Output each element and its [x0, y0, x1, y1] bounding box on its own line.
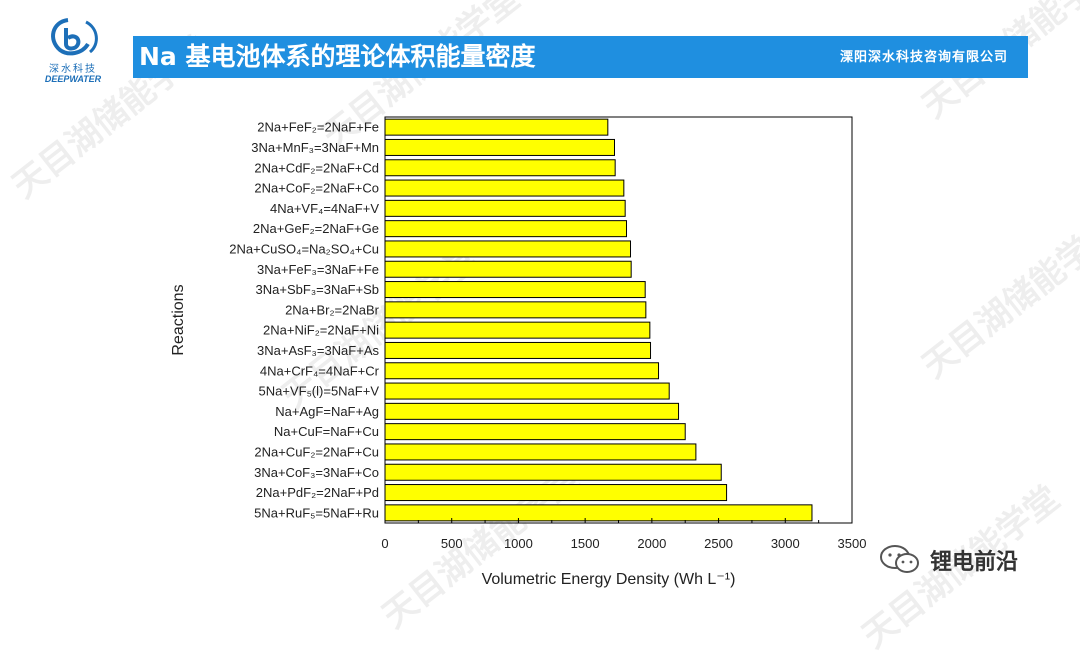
x-tick-label: 500: [441, 536, 463, 551]
wechat-icon: [880, 545, 919, 573]
category-label: 5Na+RuF₅=5NaF+Ru: [254, 505, 379, 520]
category-label: 3Na+SbF₃=3NaF+Sb: [256, 282, 379, 297]
deepwater-logo-icon: [51, 18, 98, 56]
bar: [384, 118, 609, 136]
account-name: 锂电前沿: [930, 550, 1019, 575]
title-bar: Na 基电池体系的理论体积能量密度 溧阳深水科技咨询有限公司: [133, 36, 1028, 78]
bar: [384, 321, 651, 339]
bar: [384, 463, 722, 481]
bar: [384, 423, 686, 441]
deepwater-logo: 深水科技 DEEPWATER: [38, 14, 108, 96]
bar: [384, 382, 670, 400]
bar: [384, 281, 646, 299]
category-label: 2Na+FeF₂=2NaF+Fe: [257, 120, 379, 135]
bar: [384, 301, 647, 319]
category-label: 2Na+CuSO₄=Na₂SO₄+Cu: [229, 241, 379, 256]
category-label: 2Na+CoF₂=2NaF+Co: [254, 181, 379, 196]
bar: [384, 443, 697, 461]
plot-frame: [384, 116, 853, 524]
category-label: 3Na+AsF₃=3NaF+As: [257, 343, 379, 358]
x-tick-label: 0: [381, 536, 388, 551]
x-axis-ticks: 0 500 1000 1500 2000 2500 3000 3500: [381, 518, 866, 551]
bar: [384, 402, 680, 420]
category-label: Na+CuF=NaF+Cu: [274, 424, 379, 439]
bar-chart: 2Na+FeF₂=2NaF+Fe 3Na+MnF₃=3NaF+Mn 2Na+CdF₂…: [170, 116, 866, 588]
category-label: 3Na+CoF₃=3NaF+Co: [254, 465, 379, 480]
logo-english-name: DEEPWATER: [44, 74, 102, 84]
category-label: 5Na+VF₅(l)=5NaF+V: [259, 384, 380, 399]
category-label: 2Na+CdF₂=2NaF+Cd: [254, 160, 379, 175]
category-label: 2Na+GeF₂=2NaF+Ge: [253, 221, 379, 236]
y-axis-title: Reactions: [170, 284, 187, 355]
x-axis-title: Volumetric Energy Density (Wh L⁻¹): [482, 571, 736, 588]
x-tick-label: 2500: [704, 536, 733, 551]
category-label: 3Na+FeF₃=3NaF+Fe: [257, 262, 379, 277]
category-label: Na+AgF=NaF+Ag: [275, 404, 379, 419]
bar: [384, 362, 660, 380]
bar: [384, 260, 632, 278]
slide-title: Na 基电池体系的理论体积能量密度: [139, 42, 536, 71]
category-label: 3Na+MnF₃=3NaF+Mn: [251, 140, 379, 155]
category-label: 2Na+PdF₂=2NaF+Pd: [256, 485, 379, 500]
category-label: 4Na+VF₄=4NaF+V: [270, 201, 379, 216]
x-tick-label: 3000: [771, 536, 800, 551]
category-labels: 2Na+FeF₂=2NaF+Fe 3Na+MnF₃=3NaF+Mn 2Na+CdF₂…: [229, 120, 379, 521]
bar: [384, 504, 813, 522]
bar: [384, 179, 625, 197]
x-tick-label: 1500: [571, 536, 600, 551]
wechat-account-badge: 锂电前沿: [878, 540, 1068, 580]
bar: [384, 341, 652, 359]
category-label: 4Na+CrF₄=4NaF+Cr: [260, 363, 380, 378]
category-label: 2Na+CuF₂=2NaF+Cu: [254, 444, 379, 459]
bar: [384, 484, 728, 502]
company-name: 溧阳深水科技咨询有限公司: [839, 50, 1008, 65]
bar: [384, 138, 615, 156]
x-tick-label: 3500: [838, 536, 867, 551]
bar: [384, 220, 628, 238]
bar: [384, 199, 626, 217]
bar: [384, 159, 616, 177]
category-label: 2Na+NiF₂=2NaF+Ni: [263, 323, 379, 338]
logo-chinese-name: 深水科技: [49, 64, 97, 75]
category-label: 2Na+Br₂=2NaBr: [285, 302, 380, 317]
bars-group: [384, 118, 813, 522]
bar: [384, 240, 632, 258]
x-tick-label: 2000: [637, 536, 666, 551]
x-tick-label: 1000: [504, 536, 533, 551]
